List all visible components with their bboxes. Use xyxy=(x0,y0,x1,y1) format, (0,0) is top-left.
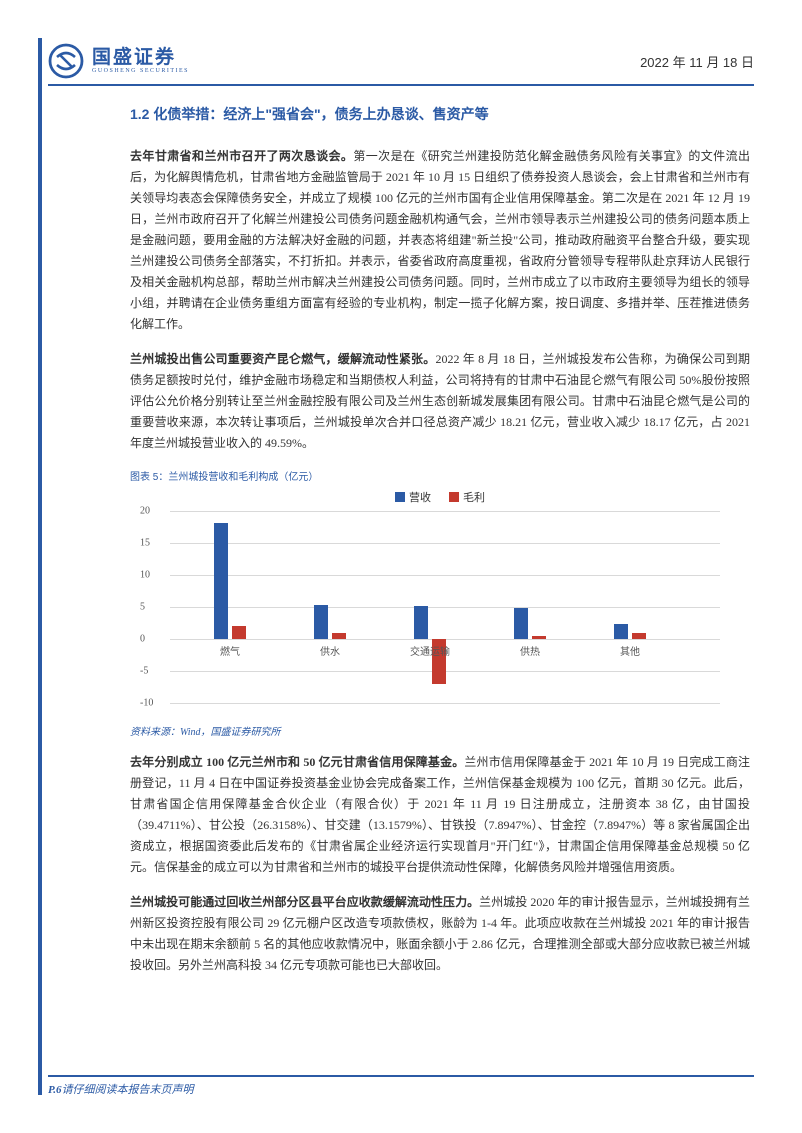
y-tick-label: -5 xyxy=(140,666,148,677)
chart-plot: -10-505101520燃气供水交通运输供热其他 xyxy=(170,511,720,703)
bar-gross xyxy=(632,633,646,639)
p1-lead: 去年甘肃省和兰州市召开了两次恳谈会。 xyxy=(130,149,353,163)
y-tick-label: 0 xyxy=(140,634,145,645)
paragraph-2: 兰州城投出售公司重要资产昆仑燃气，缓解流动性紧张。2022 年 8 月 18 日… xyxy=(130,349,750,454)
logo-text-cn: 国盛证券 xyxy=(92,48,189,69)
section-title: 1.2 化债举措：经济上"强省会"，债务上办恳谈、售资产等 xyxy=(130,104,750,124)
chart-source: 资料来源：Wind，国盛证券研究所 xyxy=(130,723,750,738)
category-label: 交通运输 xyxy=(410,643,450,658)
content-area: 1.2 化债举措：经济上"强省会"，债务上办恳谈、售资产等 去年甘肃省和兰州市召… xyxy=(130,104,750,1063)
page-footer: P.6请仔细阅读本报告末页声明 xyxy=(48,1075,754,1097)
legend-item-gross: 毛利 xyxy=(449,489,485,505)
chart-legend: 营收 毛利 xyxy=(395,489,485,505)
paragraph-3: 去年分别成立 100 亿元兰州市和 50 亿元甘肃省信用保障基金。兰州市信用保障… xyxy=(130,752,750,878)
bar-gross xyxy=(232,626,246,639)
bar-gross xyxy=(532,636,546,639)
footer-text: P.6请仔细阅读本报告末页声明 xyxy=(48,1081,754,1097)
paragraph-4: 兰州城投可能通过回收兰州部分区县平台应收款缓解流动性压力。兰州城投 2020 年… xyxy=(130,892,750,976)
bar-revenue xyxy=(414,606,428,639)
bar-revenue xyxy=(314,605,328,639)
legend-item-revenue: 营收 xyxy=(395,489,431,505)
chart-caption: 图表 5：兰州城投营收和毛利构成（亿元） xyxy=(130,468,750,483)
paragraph-1: 去年甘肃省和兰州市召开了两次恳谈会。第一次是在《研究兰州建投防范化解金融债务风险… xyxy=(130,146,750,335)
footer-disclaimer: 请仔细阅读本报告末页声明 xyxy=(62,1084,194,1096)
legend-label-revenue: 营收 xyxy=(409,489,431,505)
page-left-border xyxy=(38,38,42,1095)
chart-gridline xyxy=(170,543,720,544)
p2-body: 2022 年 8 月 18 日，兰州城投发布公告称，为确保公司到期债务足额按时兑… xyxy=(130,352,750,450)
y-tick-label: -10 xyxy=(140,698,153,709)
bar-revenue xyxy=(514,608,528,639)
footer-page-number: P.6 xyxy=(48,1084,62,1096)
legend-swatch-gross xyxy=(449,492,459,502)
category-label: 其他 xyxy=(620,643,640,658)
header-date: 2022 年 11 月 18 日 xyxy=(640,52,754,71)
chart-gridline xyxy=(170,703,720,704)
chart-gridline xyxy=(170,511,720,512)
bar-revenue xyxy=(214,523,228,639)
p3-lead: 去年分别成立 100 亿元兰州市和 50 亿元甘肃省信用保障基金。 xyxy=(130,755,464,769)
logo-text-en: GUOSHENG SECURITIES xyxy=(92,68,189,74)
y-tick-label: 15 xyxy=(140,538,150,549)
p2-lead: 兰州城投出售公司重要资产昆仑燃气，缓解流动性紧张。 xyxy=(130,352,436,366)
legend-swatch-revenue xyxy=(395,492,405,502)
category-label: 供水 xyxy=(320,643,340,658)
chart-gridline xyxy=(170,575,720,576)
logo-block: 国盛证券 GUOSHENG SECURITIES xyxy=(48,43,189,79)
p4-lead: 兰州城投可能通过回收兰州部分区县平台应收款缓解流动性压力。 xyxy=(130,895,479,909)
y-tick-label: 10 xyxy=(140,570,150,581)
category-label: 燃气 xyxy=(220,643,240,658)
bar-revenue xyxy=(614,624,628,639)
p1-body: 第一次是在《研究兰州建投防范化解金融债务风险有关事宜》的文件流出后，为化解舆情危… xyxy=(130,149,750,331)
y-tick-label: 20 xyxy=(140,506,150,517)
category-label: 供热 xyxy=(520,643,540,658)
legend-label-gross: 毛利 xyxy=(463,489,485,505)
chart-container: 营收 毛利 -10 -5 0 5 10 15 20 燃气 供水 交通运输 供热 其他 xyxy=(130,489,750,719)
p3-body: 兰州市信用保障基金于 2021 年 10 月 19 日完成工商注册登记，11 月… xyxy=(130,755,750,874)
bar-gross xyxy=(332,633,346,639)
page-header: 国盛证券 GUOSHENG SECURITIES 2022 年 11 月 18 … xyxy=(48,38,754,86)
y-tick-label: 5 xyxy=(140,602,145,613)
chart-gridline xyxy=(170,607,720,608)
logo-icon xyxy=(48,43,84,79)
